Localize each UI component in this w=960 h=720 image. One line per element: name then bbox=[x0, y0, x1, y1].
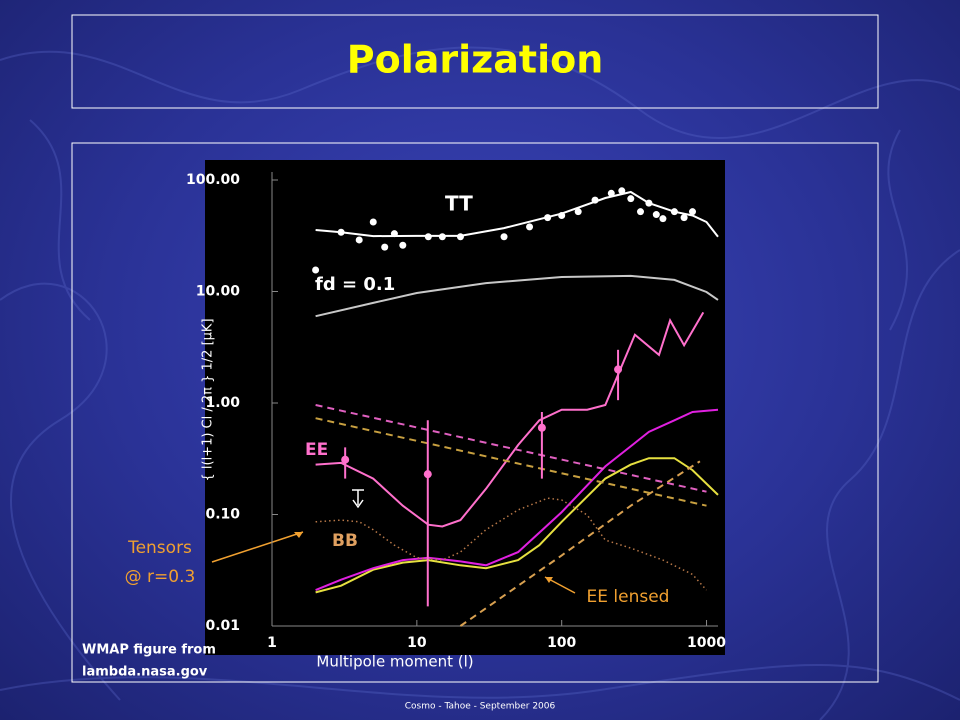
data-point bbox=[670, 208, 678, 216]
data-point bbox=[526, 223, 534, 231]
data-point bbox=[627, 195, 635, 203]
data-point bbox=[574, 208, 582, 216]
y-tick-label: 100.00 bbox=[186, 172, 240, 188]
data-point bbox=[390, 230, 398, 238]
x-tick-label: 1000 bbox=[687, 635, 726, 651]
y-tick-label: 0.01 bbox=[205, 618, 240, 634]
annotation-arrowhead bbox=[294, 532, 303, 538]
series-line bbox=[459, 460, 701, 627]
x-tick-label: 10 bbox=[407, 635, 427, 651]
data-point bbox=[355, 236, 363, 244]
data-point bbox=[636, 208, 644, 216]
data-point bbox=[618, 187, 626, 195]
data-point bbox=[381, 243, 389, 251]
upper-limit-marker bbox=[352, 489, 364, 509]
series-label: TT bbox=[445, 192, 473, 216]
data-point bbox=[438, 233, 446, 241]
annotation-arrow bbox=[211, 531, 304, 563]
data-point bbox=[537, 423, 546, 432]
data-point bbox=[399, 241, 407, 249]
data-point bbox=[659, 215, 667, 223]
data-point bbox=[652, 211, 660, 219]
series-line bbox=[315, 408, 719, 592]
y-tick-label: 1.00 bbox=[205, 395, 240, 411]
y-tick-label: 10.00 bbox=[196, 284, 241, 300]
credit: WMAP figure from bbox=[82, 643, 216, 658]
data-point bbox=[591, 196, 599, 204]
data-point bbox=[423, 470, 432, 479]
series-line bbox=[315, 417, 707, 507]
y-tick-label: 0.10 bbox=[205, 507, 240, 523]
data-point bbox=[500, 233, 508, 241]
series-line bbox=[315, 404, 707, 493]
series-label: fd = 0.1 bbox=[315, 274, 395, 295]
title-box bbox=[71, 14, 879, 109]
series-line bbox=[315, 457, 719, 594]
plot-background bbox=[205, 160, 725, 655]
annotation: Tensors bbox=[127, 538, 192, 558]
data-point bbox=[456, 233, 464, 241]
series-label: EE bbox=[305, 440, 328, 460]
data-point bbox=[645, 199, 653, 207]
annotation: EE lensed bbox=[587, 587, 670, 607]
series-line bbox=[315, 274, 719, 318]
x-tick-label: 100 bbox=[547, 635, 576, 651]
chart-box bbox=[71, 142, 879, 683]
data-point bbox=[424, 233, 432, 241]
annotation: @ r=0.3 bbox=[125, 567, 196, 587]
data-point bbox=[544, 214, 552, 222]
data-point bbox=[369, 218, 377, 226]
y-axis-label: { l(l+1) Cl / 2π } 1/2 [μK] bbox=[201, 318, 216, 481]
x-tick-label: 1 bbox=[267, 635, 277, 651]
data-point bbox=[337, 228, 345, 236]
data-point bbox=[607, 189, 615, 197]
series-label: BB bbox=[332, 531, 358, 551]
series-line bbox=[315, 311, 705, 528]
data-point bbox=[680, 214, 688, 222]
data-point bbox=[341, 455, 350, 464]
x-axis-label: Multipole moment (l) bbox=[316, 653, 473, 671]
annotation-arrowhead bbox=[545, 577, 553, 583]
data-point bbox=[558, 212, 566, 220]
series-line bbox=[315, 190, 719, 238]
data-point bbox=[312, 266, 320, 274]
slide-title: Polarization bbox=[347, 38, 604, 82]
data-point bbox=[688, 208, 696, 216]
footer: Cosmo - Tahoe - September 2006 bbox=[405, 702, 556, 712]
credit: lambda.nasa.gov bbox=[82, 665, 208, 680]
data-point bbox=[614, 365, 623, 374]
